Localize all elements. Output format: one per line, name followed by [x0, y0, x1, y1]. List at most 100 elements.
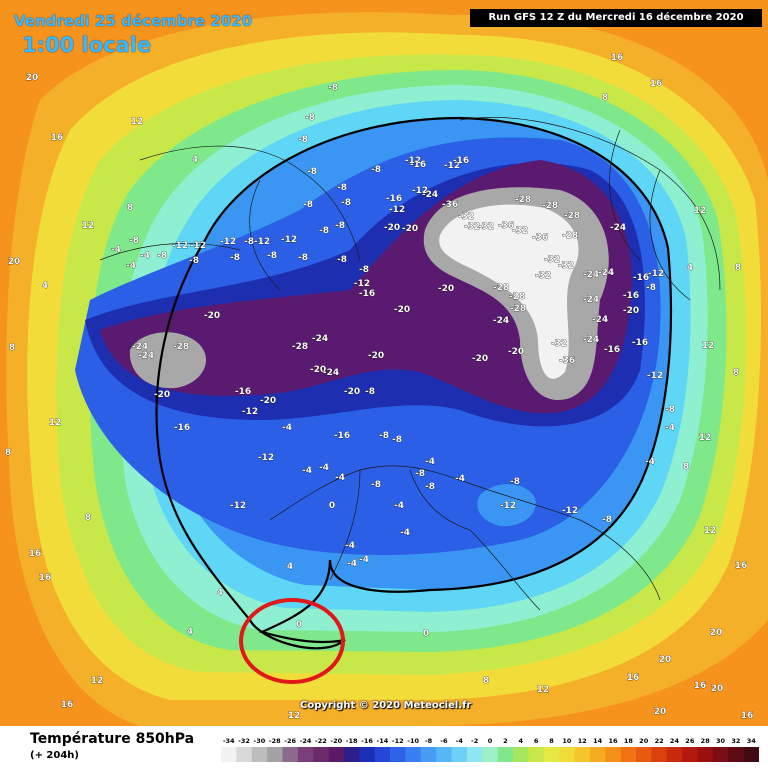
isotherm-value-label: -24 — [323, 368, 339, 378]
isotherm-value-label: -12 — [220, 237, 236, 247]
legend-tick-label: -20 — [330, 737, 342, 745]
legend-tick-label: -18 — [346, 737, 358, 745]
isotherm-value-label: 4 — [192, 155, 198, 165]
isotherm-value-label: -8 — [244, 237, 254, 247]
isotherm-value-label: -8 — [157, 251, 167, 261]
isotherm-value-label: -8 — [392, 435, 402, 445]
legend-tick-label: 22 — [655, 737, 664, 745]
isotherm-value-label: -20 — [154, 390, 170, 400]
isotherm-value-label: -12 — [190, 241, 206, 251]
isotherm-value-label: -32 — [458, 212, 474, 222]
chart-title: Température 850hPa — [30, 731, 195, 747]
isotherm-value-label: -12 — [258, 453, 274, 463]
legend-swatch — [328, 747, 345, 762]
isotherm-value-label: -24 — [312, 334, 328, 344]
legend-swatch — [636, 747, 652, 762]
isotherm-value-label: -4 — [359, 555, 369, 565]
isotherm-value-label: 16 — [694, 681, 707, 691]
isotherm-value-label: -12 — [405, 156, 421, 166]
legend-swatch — [451, 747, 468, 762]
legend-tick-label: -8 — [425, 737, 433, 745]
zone-white — [439, 204, 579, 379]
isotherm-value-label: -20 — [310, 365, 326, 375]
isotherm-value-label: 4 — [42, 281, 48, 291]
isotherm-value-label: -8 — [328, 83, 338, 93]
zone-purple-west-cold-pool — [129, 332, 206, 389]
legend-tick-label: 0 — [488, 737, 493, 745]
isotherm-value-label: 4 — [687, 263, 693, 273]
isotherm-value-label: -16 — [334, 431, 350, 441]
isotherm-value-label: -36 — [559, 356, 575, 366]
isotherm-value-label: 16 — [61, 700, 74, 710]
legend-swatch — [313, 747, 329, 762]
isotherm-value-label: 12 — [91, 676, 104, 686]
isotherm-value-label: 20 — [654, 707, 667, 717]
isotherm-value-label: -12 — [444, 161, 460, 171]
isotherm-value-label: -32 — [464, 222, 480, 232]
isotherm-value-label: -24 — [583, 295, 599, 305]
isotherm-value-label: 4 — [287, 562, 293, 572]
temperature-map: 20 16 16 16 8 12 12 8 4 12 20 4 8 12 8 8 16 16 12 16 12 4 4 4 8 1… — [0, 0, 768, 726]
isotherm-value-label: -12 — [172, 241, 188, 251]
isotherm-value-label: -12 — [648, 269, 664, 279]
legend-tick-label: 16 — [608, 737, 618, 745]
isotherm-value-label: -8 — [305, 113, 315, 123]
isotherm-value-label: -16 — [174, 423, 190, 433]
isotherm-value-label: 8 — [483, 676, 489, 686]
isotherm-value-label: -12 — [647, 371, 663, 381]
legend-swatch — [743, 747, 759, 762]
legend-tick-label: 18 — [624, 737, 634, 745]
isotherm-value-label: 16 — [735, 561, 748, 571]
legend-swatch — [420, 747, 437, 762]
isotherm-value-label: -36 — [498, 221, 514, 231]
isotherm-value-label: 20 — [710, 628, 723, 638]
isotherm-value-label: -20 — [438, 284, 454, 294]
legend-tick-label: -10 — [407, 737, 419, 745]
legend-swatch — [682, 747, 698, 762]
isotherm-value-label: 16 — [627, 673, 640, 683]
forecast-lead-time: (+ 204h) — [30, 750, 79, 761]
isotherm-value-label: 4 — [217, 588, 223, 598]
isotherm-value-label: -8 — [298, 135, 308, 145]
isotherm-value-label: 16 — [39, 573, 52, 583]
isotherm-value-label: -8 — [359, 265, 369, 275]
isotherm-value-label: -4 — [645, 457, 655, 467]
legend-tick-label: 10 — [562, 737, 572, 745]
legend-tick-label: 20 — [639, 737, 649, 745]
isotherm-value-label: 12 — [699, 433, 712, 443]
legend-tick-label: 30 — [716, 737, 726, 745]
isotherm-value-label: 20 — [659, 655, 672, 665]
legend-tick-label: 28 — [701, 737, 711, 745]
isotherm-value-label: -8 — [303, 200, 313, 210]
isotherm-value-label: -4 — [394, 501, 404, 511]
isotherm-value-label: 12 — [131, 117, 144, 127]
isotherm-value-label: -28 — [493, 283, 509, 293]
zone-blue-low-east — [477, 484, 536, 527]
temperature-labels: 20 16 16 16 8 12 12 8 4 12 20 4 8 12 8 8 16 16 12 16 12 4 4 4 8 1… — [5, 53, 754, 722]
legend-swatch — [390, 747, 406, 762]
legend-tick-label: -22 — [315, 737, 327, 745]
legend-tick-label: 14 — [593, 737, 603, 745]
legend-tick-label: 2 — [503, 737, 508, 745]
legend-swatch — [236, 747, 253, 762]
legend-swatch — [574, 747, 591, 762]
legend-swatch — [405, 747, 422, 762]
isotherm-value-label: 0 — [296, 620, 302, 630]
legend-swatch — [697, 747, 714, 762]
isotherm-value-label: -36 — [532, 233, 548, 243]
isotherm-value-label: -24 — [493, 316, 509, 326]
legend-swatch — [666, 747, 683, 762]
legend-tick-label: -6 — [440, 737, 448, 745]
isotherm-value-label: -28 — [562, 231, 578, 241]
isotherm-value-label: -24 — [592, 315, 608, 325]
isotherm-value-label: -8 — [341, 198, 351, 208]
isotherm-value-label: -20 — [394, 305, 410, 315]
isotherm-value-label: -36 — [442, 200, 458, 210]
legend-tick-label: 32 — [731, 737, 740, 745]
isotherm-value-label: 8 — [85, 513, 91, 523]
isotherm-value-label: 8 — [5, 448, 11, 458]
isotherm-value-label: -20 — [204, 311, 220, 321]
isotherm-value-label: -8 — [307, 167, 317, 177]
isotherm-value-label: -20 — [472, 354, 488, 364]
